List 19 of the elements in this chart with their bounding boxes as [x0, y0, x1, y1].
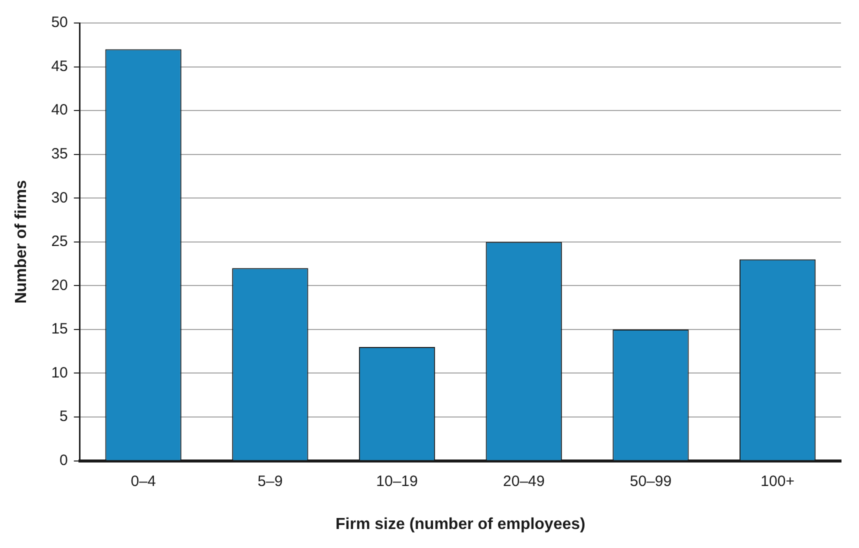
y-tick-label: 5 — [60, 408, 68, 426]
y-tick-label: 15 — [51, 320, 68, 338]
y-tick-label: 45 — [51, 58, 68, 75]
y-tick-label: 40 — [51, 102, 68, 119]
y-tick-label: 25 — [51, 233, 68, 250]
y-tick-label: 10 — [51, 364, 68, 382]
x-axis-title: Firm size (number of employees) — [336, 516, 586, 533]
x-tick-label: 5–9 — [258, 472, 283, 490]
x-tick-label: 50–99 — [630, 472, 672, 490]
y-tick-label: 35 — [51, 145, 68, 162]
y-axis-title: Number of firms — [13, 180, 30, 304]
x-tick-label: 10–19 — [376, 472, 418, 490]
x-tick-label: 20–49 — [503, 472, 545, 490]
y-tick-label: 20 — [51, 276, 68, 294]
y-tick-label: 30 — [51, 189, 68, 206]
y-tick-label: 50 — [51, 14, 68, 32]
x-tick-label: 0–4 — [130, 472, 156, 490]
y-tick-label: 0 — [60, 452, 68, 469]
x-tick-label: 100+ — [760, 472, 795, 490]
